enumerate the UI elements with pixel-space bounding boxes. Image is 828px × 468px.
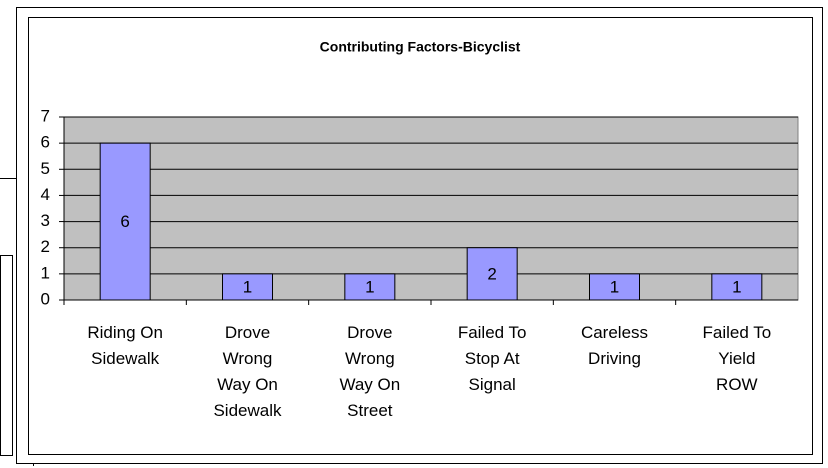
x-tick-label: Drove Wrong Way On Street [339, 323, 401, 420]
x-tick-label: Failed To Yield ROW [702, 323, 772, 394]
side-frame [0, 255, 13, 456]
bar [344, 273, 396, 301]
data-label: 6 [120, 212, 129, 231]
y-tick-label: 5 [41, 159, 50, 178]
bar [589, 273, 640, 301]
y-tick-label: 0 [41, 289, 50, 308]
plot-area [63, 116, 799, 301]
bar [99, 142, 151, 301]
data-label: 1 [365, 277, 374, 296]
y-tick-label: 6 [41, 133, 50, 152]
x-tick-label: Drove Wrong Way On Sidewalk [213, 323, 282, 420]
bar [466, 247, 518, 301]
x-tick-label: Careless Driving [580, 323, 649, 368]
y-tick-label: 2 [41, 237, 50, 256]
y-tick-label: 4 [41, 185, 50, 204]
x-tick-label: Riding On Sidewalk [87, 323, 163, 368]
x-tick-label: Failed To Stop At Signal [457, 323, 527, 394]
chart-title: Contributing Factors-Bicyclist [320, 39, 521, 55]
data-label: 2 [487, 264, 496, 283]
data-label: 1 [610, 277, 619, 296]
y-tick-label: 7 [41, 106, 50, 125]
bar [222, 273, 273, 301]
y-tick-label: 3 [41, 211, 50, 230]
data-label: 1 [243, 277, 252, 296]
data-label: 1 [732, 277, 741, 296]
y-tick-label: 1 [41, 263, 50, 282]
